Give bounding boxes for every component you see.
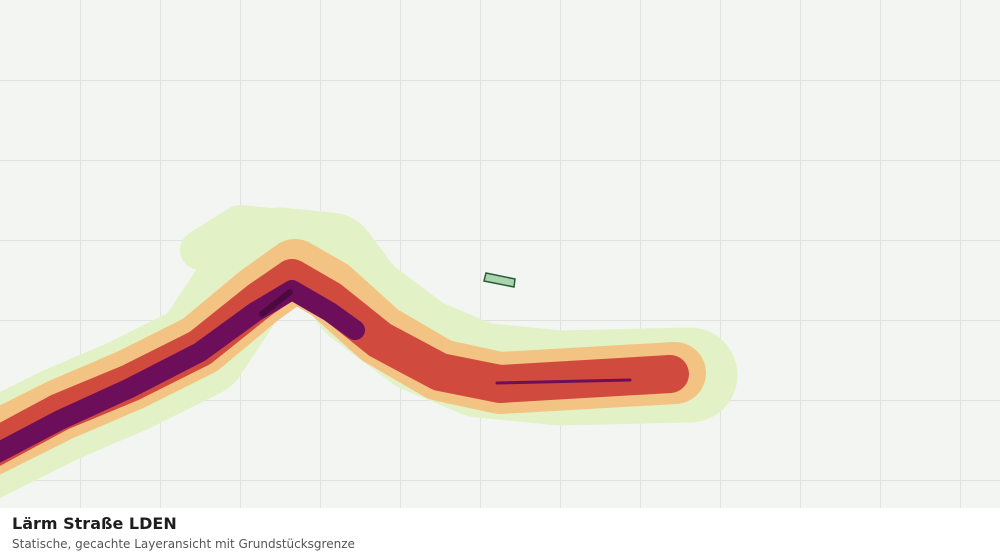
noise-band-max [0,280,365,463]
map [0,0,1000,508]
caption: Lärm Straße LDEN Statische, gecachte Lay… [0,508,1000,560]
noise-bands [0,205,738,498]
noise-band-max [259,289,293,317]
noise-band-low [180,205,360,270]
layer-subtitle: Statische, gecachte Layeransicht mit Gru… [12,537,355,551]
noise-band-max [495,378,632,385]
layer-title: Lärm Straße LDEN [12,514,177,533]
map-background [0,0,1000,508]
parcel-boundary[interactable] [483,272,516,288]
